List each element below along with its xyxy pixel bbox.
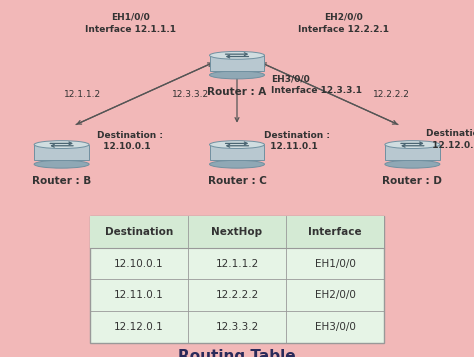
Text: 12.3.3.2: 12.3.3.2 xyxy=(215,322,259,332)
FancyBboxPatch shape xyxy=(90,216,384,248)
Text: Destination :
  12.11.0.1: Destination : 12.11.0.1 xyxy=(264,131,330,151)
Text: EH3/0/0
Interface 12.3.3.1: EH3/0/0 Interface 12.3.3.1 xyxy=(271,75,362,95)
Text: EH1/0/0
Interface 12.1.1.1: EH1/0/0 Interface 12.1.1.1 xyxy=(85,13,176,34)
Ellipse shape xyxy=(210,160,264,168)
Polygon shape xyxy=(34,145,89,160)
Text: 12.11.0.1: 12.11.0.1 xyxy=(114,290,164,300)
Text: Routing Table: Routing Table xyxy=(178,349,296,357)
Text: 12.3.3.2: 12.3.3.2 xyxy=(173,90,210,99)
Ellipse shape xyxy=(385,160,440,168)
Text: Router : C: Router : C xyxy=(208,176,266,186)
Text: NextHop: NextHop xyxy=(211,227,263,237)
Text: Destination :
  12.12.0.1: Destination : 12.12.0.1 xyxy=(426,129,474,150)
Text: 12.2.2.2: 12.2.2.2 xyxy=(215,290,259,300)
Text: EH2/0/0: EH2/0/0 xyxy=(315,290,356,300)
Ellipse shape xyxy=(385,141,440,149)
Text: 12.1.1.2: 12.1.1.2 xyxy=(64,90,101,99)
Text: Router : D: Router : D xyxy=(383,176,442,186)
Ellipse shape xyxy=(34,160,89,168)
Ellipse shape xyxy=(210,141,264,149)
Polygon shape xyxy=(385,145,440,160)
Polygon shape xyxy=(210,55,264,71)
Text: 12.1.1.2: 12.1.1.2 xyxy=(215,258,259,268)
Text: Destination :
  12.10.0.1: Destination : 12.10.0.1 xyxy=(97,131,163,151)
Text: EH1/0/0: EH1/0/0 xyxy=(315,258,356,268)
Polygon shape xyxy=(210,145,264,160)
Text: Interface: Interface xyxy=(308,227,362,237)
Text: Router : A: Router : A xyxy=(207,87,266,97)
Ellipse shape xyxy=(210,51,264,59)
Ellipse shape xyxy=(210,71,264,79)
Text: 12.2.2.2: 12.2.2.2 xyxy=(373,90,410,99)
FancyBboxPatch shape xyxy=(90,216,384,343)
Text: EH3/0/0: EH3/0/0 xyxy=(315,322,356,332)
Text: 12.12.0.1: 12.12.0.1 xyxy=(114,322,164,332)
Text: Destination: Destination xyxy=(105,227,173,237)
Ellipse shape xyxy=(34,141,89,149)
Text: Router : B: Router : B xyxy=(32,176,91,186)
Text: 12.10.0.1: 12.10.0.1 xyxy=(114,258,164,268)
Text: EH2/0/0
Interface 12.2.2.1: EH2/0/0 Interface 12.2.2.1 xyxy=(298,13,389,34)
